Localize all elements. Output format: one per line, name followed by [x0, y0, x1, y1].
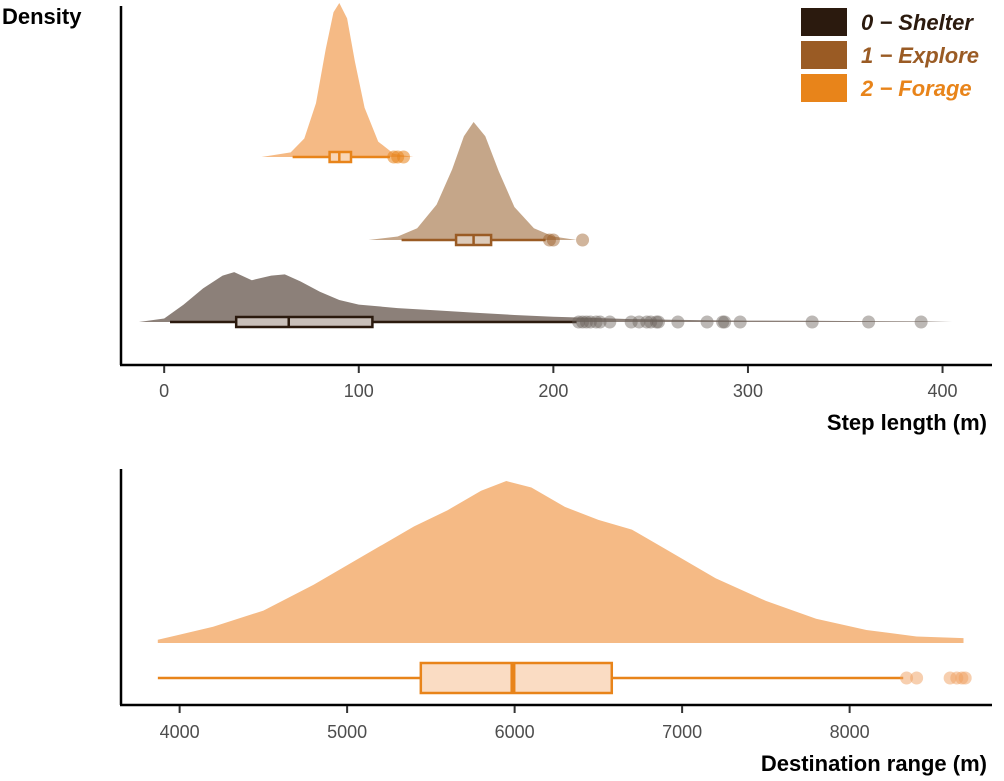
- bottom-x-tick-label: 7000: [662, 722, 702, 742]
- bottom-x-tick-label: 6000: [495, 722, 535, 742]
- top-x-tick-label: 400: [928, 381, 958, 401]
- density-curve: [138, 272, 953, 322]
- outlier-point: [805, 315, 819, 329]
- outlier-point: [914, 315, 928, 329]
- top-x-tick-label: 200: [538, 381, 568, 401]
- bottom-x-tick-label: 4000: [160, 722, 200, 742]
- density-curve: [368, 122, 577, 240]
- legend-label: 2 − Forage: [860, 76, 972, 101]
- outlier-point: [716, 315, 730, 329]
- density-curve: [261, 3, 414, 157]
- series-0: [138, 272, 953, 329]
- legend-swatch: [801, 74, 847, 102]
- outlier-point: [862, 315, 876, 329]
- outlier-point: [583, 315, 597, 329]
- top-x-tick-label: 300: [733, 381, 763, 401]
- outlier-point: [671, 315, 685, 329]
- outlier-point: [700, 315, 714, 329]
- outlier-point: [576, 233, 590, 247]
- legend-item: 2 − Forage: [801, 74, 972, 102]
- series-2: [261, 3, 414, 164]
- legend-swatch: [801, 8, 847, 36]
- legend-item: 1 − Explore: [801, 41, 979, 69]
- legend-item: 0 − Shelter: [801, 8, 974, 36]
- legend-label: 0 − Shelter: [861, 10, 974, 35]
- top-y-axis-label: Density: [2, 4, 82, 29]
- outlier-point: [733, 315, 747, 329]
- outlier-point: [644, 315, 658, 329]
- legend: 0 − Shelter 1 − Explore 2 − Forage: [801, 8, 979, 102]
- density-curve: [157, 481, 964, 643]
- outlier-point: [603, 315, 617, 329]
- top-series-layer: [138, 3, 953, 329]
- bottom-x-axis-label: Destination range (m): [761, 751, 987, 776]
- bottom-x-ticks: 4000 5000 6000 7000 8000: [160, 706, 870, 742]
- step-length-panel: Density 0 100 200 300 400 Step length (m) 0 …: [2, 3, 992, 435]
- top-x-tick-label: 0: [159, 381, 169, 401]
- bottom-x-tick-label: 8000: [830, 722, 870, 742]
- box: [419, 661, 614, 695]
- outlier-point: [624, 315, 638, 329]
- outlier-point: [640, 315, 654, 329]
- outlier-point: [397, 150, 411, 164]
- outlier-point: [651, 315, 665, 329]
- outlier-point: [546, 233, 560, 247]
- top-x-ticks: 0 100 200 300 400: [159, 366, 958, 401]
- outlier-point: [579, 315, 593, 329]
- outlier-point: [958, 671, 972, 685]
- outlier-point: [589, 315, 603, 329]
- outlier-point: [593, 315, 607, 329]
- top-x-axis-label: Step length (m): [827, 410, 987, 435]
- series-1: [368, 122, 590, 247]
- outlier-point: [900, 671, 914, 685]
- bottom-x-tick-label: 5000: [327, 722, 367, 742]
- outlier-point: [572, 315, 586, 329]
- destination-range-panel: 4000 5000 6000 7000 8000 Destination range (…: [119, 469, 992, 776]
- outlier-point: [542, 233, 556, 247]
- box: [234, 315, 374, 329]
- outlier-point: [576, 315, 590, 329]
- outlier-point: [632, 315, 646, 329]
- series-0: [157, 481, 972, 695]
- bottom-series-layer: [157, 481, 972, 695]
- legend-swatch: [801, 41, 847, 69]
- top-x-tick-label: 100: [344, 381, 374, 401]
- legend-label: 1 − Explore: [861, 43, 979, 68]
- outlier-point: [910, 671, 924, 685]
- outlier-point: [649, 315, 663, 329]
- outlier-point: [718, 315, 732, 329]
